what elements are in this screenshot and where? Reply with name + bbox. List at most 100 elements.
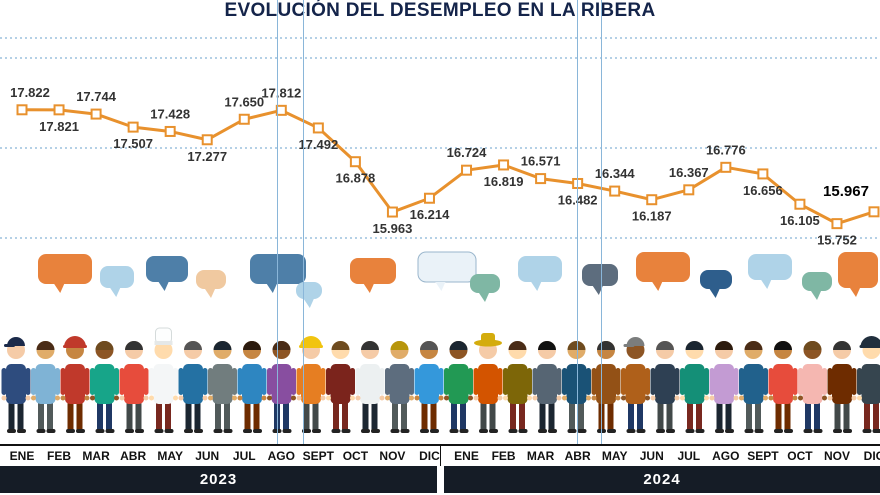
year-band-2024: 2024 (444, 466, 880, 493)
svg-text:17.744: 17.744 (76, 89, 117, 104)
x-axis-month-label: OCT (787, 449, 813, 463)
svg-text:16.367: 16.367 (669, 165, 709, 180)
svg-text:16.187: 16.187 (632, 209, 672, 224)
worker-figure-icon (768, 341, 798, 433)
year-band-2023: 2023 (0, 466, 437, 493)
svg-text:17.492: 17.492 (298, 137, 338, 152)
worker-figure-icon (739, 341, 768, 433)
worker-figure-icon (149, 327, 178, 433)
x-axis-month-label: DIC (863, 449, 880, 463)
worker-figure-icon (296, 336, 326, 433)
x-axis-month-label: MAY (601, 449, 628, 463)
worker-figure-icon (503, 341, 532, 433)
speech-bubbles (38, 251, 878, 308)
worker-figure-icon (267, 341, 296, 433)
year-axis: 2023 2024 (0, 466, 880, 493)
speech-bubble-icon (636, 252, 690, 282)
x-axis-month-label: MAR (82, 449, 110, 463)
svg-text:16.878: 16.878 (336, 171, 376, 186)
worker-figure-icon (355, 341, 385, 433)
worker-figure-icon (680, 341, 709, 433)
x-axis-month-label: JUN (639, 449, 664, 463)
svg-text:16.344: 16.344 (595, 166, 636, 181)
speech-bubble-icon (700, 270, 732, 289)
svg-text:16.656: 16.656 (743, 183, 783, 198)
month-axis-divider (440, 444, 441, 466)
x-axis-month-label: SEPT (747, 449, 779, 463)
speech-bubble-icon (296, 282, 322, 299)
speech-bubble-icon (146, 256, 188, 282)
speech-bubble-icon (38, 254, 92, 284)
svg-text:15.963: 15.963 (373, 221, 413, 236)
worker-figure-icon (444, 341, 473, 433)
data-line (21, 108, 875, 226)
speech-bubble-icon (582, 264, 618, 286)
svg-text:17.821: 17.821 (39, 119, 79, 134)
x-axis-month-label: DIC (419, 449, 440, 463)
worker-figure-icon (709, 341, 739, 433)
x-axis-month-label: ENE (454, 449, 479, 463)
worker-figure-icon (414, 341, 444, 433)
worker-figure-icon (857, 336, 880, 433)
worker-figures (1, 327, 880, 433)
x-axis-month-label: AGO (712, 449, 740, 463)
speech-bubble-icon (470, 274, 500, 293)
svg-text:16.214: 16.214 (410, 207, 451, 222)
svg-text:16.819: 16.819 (484, 174, 524, 189)
year-label-2023: 2023 (199, 471, 238, 488)
svg-text:16.105: 16.105 (780, 213, 820, 228)
worker-figure-icon (798, 341, 827, 433)
worker-figure-icon (31, 341, 60, 433)
worker-figure-icon (385, 341, 414, 433)
svg-text:17.277: 17.277 (187, 149, 227, 164)
chart-title: EVOLUCIÓN DEL DESEMPLEO EN LA RIBERA (224, 0, 656, 21)
worker-figure-icon (591, 341, 621, 433)
speech-bubble-icon (748, 254, 792, 280)
unemployment-line-chart: 17.822 17.821 17.744 17.507 17.428 17.277 17.6… (0, 37, 880, 248)
x-axis-month-label: JUN (195, 449, 220, 463)
speech-bubble-icon (838, 252, 878, 288)
speech-bubble-icon (417, 251, 477, 283)
speech-bubble-icon (802, 272, 832, 291)
x-axis-month-label: ABR (564, 449, 591, 463)
x-axis-month-label: ABR (120, 449, 147, 463)
worker-figure-icon (650, 341, 680, 433)
svg-text:17.650: 17.650 (224, 94, 264, 109)
svg-text:17.507: 17.507 (113, 136, 153, 151)
worker-figure-icon (562, 341, 591, 433)
svg-text:16.776: 16.776 (706, 142, 746, 157)
worker-figure-icon (621, 337, 650, 433)
svg-text:15.967: 15.967 (823, 183, 869, 200)
year-label-2024: 2024 (643, 471, 681, 488)
worker-figure-icon (60, 336, 90, 433)
x-axis-month-label: JUL (232, 449, 256, 463)
data-labels: 17.822 17.821 17.744 17.507 17.428 17.277 17.6… (10, 85, 869, 248)
svg-text:17.812: 17.812 (261, 85, 301, 100)
svg-text:16.724: 16.724 (447, 145, 488, 160)
x-axis-month-label: FEB (491, 449, 516, 463)
svg-text:17.822: 17.822 (10, 85, 50, 100)
x-axis-month-label: NOV (379, 449, 406, 463)
worker-figure-icon (90, 341, 119, 433)
x-axis-month-label: SEPT (302, 449, 335, 463)
x-axis-month-label: FEB (47, 449, 72, 463)
svg-text:15.752: 15.752 (817, 233, 857, 248)
worker-figure-icon (827, 341, 857, 433)
worker-figure-icon (473, 333, 503, 433)
x-axis-month-label: MAY (157, 449, 183, 463)
speech-bubble-icon (196, 270, 226, 289)
svg-text:16.482: 16.482 (558, 192, 598, 207)
svg-text:16.571: 16.571 (521, 154, 561, 169)
worker-figure-icon (208, 341, 237, 433)
people-illustration (1, 251, 880, 433)
x-axis-month-label: NOV (823, 449, 850, 463)
x-axis-month-label: ENE (9, 449, 35, 463)
worker-figure-icon (119, 341, 149, 433)
svg-text:17.428: 17.428 (150, 106, 190, 121)
x-axis-month-label: AGO (267, 449, 295, 463)
worker-figure-icon (1, 337, 31, 433)
worker-figure-icon (237, 341, 267, 433)
x-axis-month-label: OCT (342, 449, 369, 463)
speech-bubble-icon (100, 266, 134, 288)
